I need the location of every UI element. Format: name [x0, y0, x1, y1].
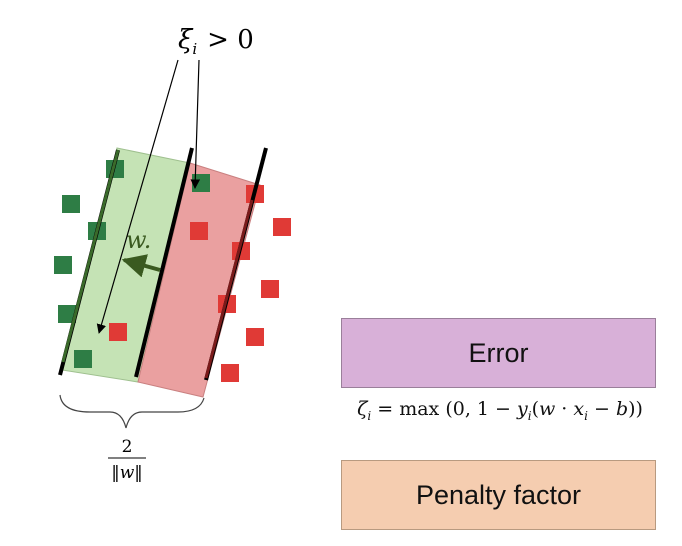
red-margin-band	[137, 162, 261, 398]
w-label: w.	[126, 226, 151, 254]
red-point	[190, 222, 208, 240]
green-point	[74, 350, 92, 368]
decision-boundary-line	[134, 147, 194, 378]
green-point	[54, 256, 72, 274]
green-point	[62, 195, 80, 213]
slack-relation: > 0	[207, 25, 254, 55]
margin-brace	[59, 394, 205, 429]
slack-arrow-left	[96, 59, 179, 334]
error-box: Error	[341, 318, 656, 388]
red-point	[273, 218, 291, 236]
green-point	[58, 305, 76, 323]
red-point	[109, 323, 127, 341]
slack-sub: i	[192, 40, 197, 58]
slack-xi: ξ	[178, 25, 194, 55]
red-point	[246, 328, 264, 346]
slack-arrow-right	[190, 59, 201, 189]
w-vector-arrow	[121, 254, 161, 278]
margin-numerator: 2	[122, 437, 133, 457]
left-margin-line-green	[61, 149, 120, 363]
right-margin-line-dark	[204, 199, 254, 379]
red-point	[261, 280, 279, 298]
penalty-label: Penalty factor	[415, 479, 582, 510]
penalty-factor-box: Penalty factor	[341, 460, 656, 530]
error-label: Error	[468, 337, 529, 368]
margin-denominator: ‖w‖	[111, 463, 143, 483]
red-point	[221, 364, 239, 382]
slack-label: ξi > 0	[178, 25, 254, 58]
hinge-loss-formula: ζi = max (0, 1 − yi(w · xi − b))	[357, 398, 643, 423]
